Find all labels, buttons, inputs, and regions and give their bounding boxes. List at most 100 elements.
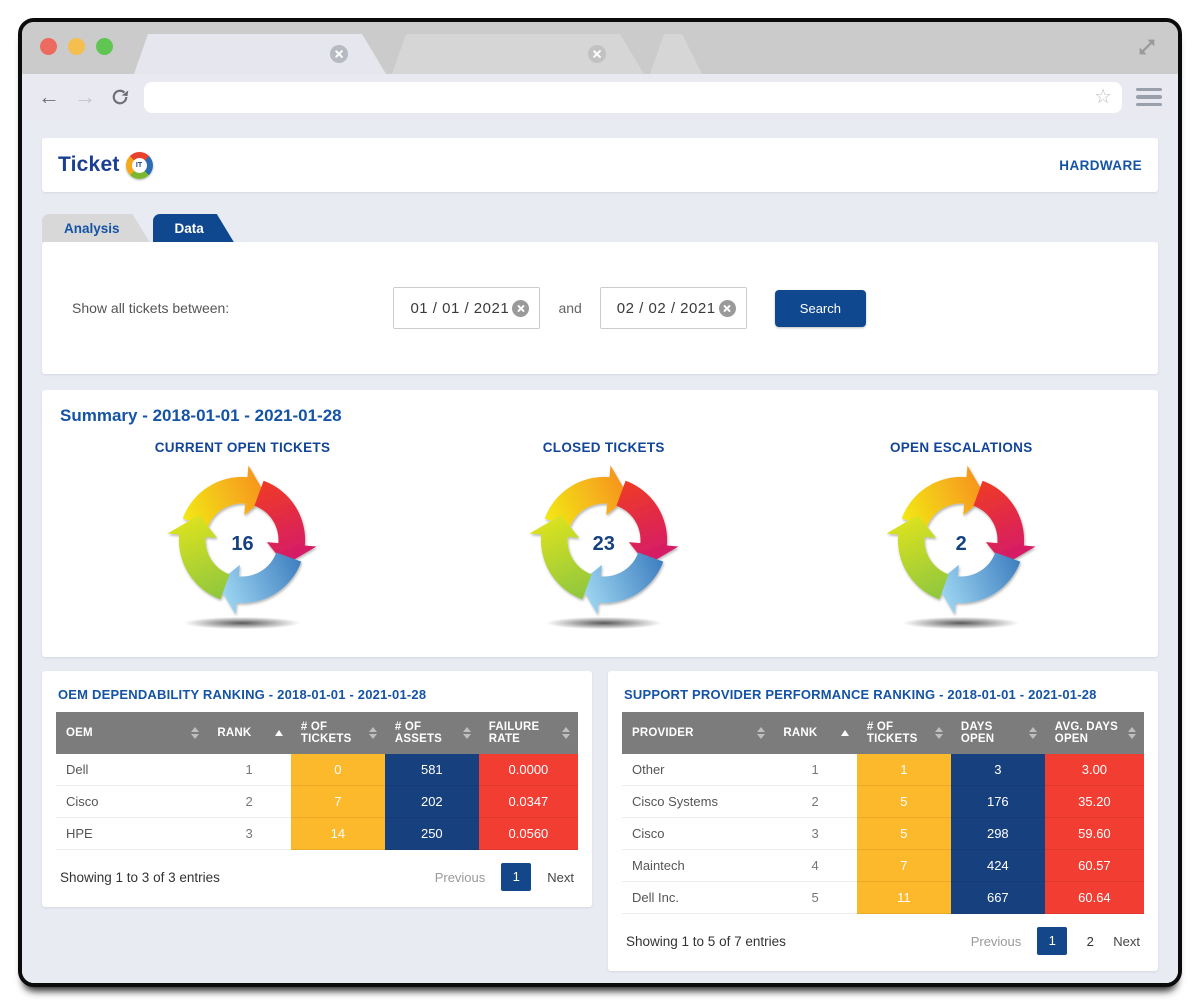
next-page-button[interactable]: Next: [547, 869, 574, 885]
expand-icon[interactable]: [1136, 36, 1158, 58]
oem-table: OEM RANK # OF TICKETS # OF ASSETS FAILUR…: [56, 712, 578, 850]
clear-date-icon[interactable]: [512, 299, 530, 317]
reload-icon[interactable]: [110, 87, 130, 107]
cell-rank: 1: [207, 754, 291, 786]
browser-tab-inactive[interactable]: [392, 34, 644, 74]
sort-icon[interactable]: [1128, 727, 1136, 739]
filter-label: Show all tickets between:: [72, 300, 230, 316]
tab-close-icon[interactable]: [330, 45, 348, 63]
table-row: HPE 3 14 250 0.0560: [56, 817, 578, 850]
sort-icon[interactable]: [368, 727, 377, 739]
search-button[interactable]: Search: [774, 289, 866, 327]
sort-icon[interactable]: [462, 727, 471, 739]
table-row: Cisco 3 5 298 59.60: [622, 817, 1144, 850]
page-1-button[interactable]: 1: [501, 863, 532, 891]
cell-assets: 250: [384, 817, 479, 850]
previous-page-button[interactable]: Previous: [434, 869, 486, 885]
filter-panel: Show all tickets between: 01 / 01 / 2021…: [42, 242, 1158, 374]
sort-icon[interactable]: [562, 727, 570, 739]
table-header-row: OEM RANK # OF TICKETS # OF ASSETS FAILUR…: [56, 712, 578, 754]
column-header-tickets[interactable]: # OF TICKETS: [856, 712, 951, 754]
summary-title: Summary - 2018-01-01 - 2021-01-28: [60, 406, 342, 425]
sort-asc-icon[interactable]: [274, 730, 283, 736]
browser-tab-active[interactable]: [134, 34, 386, 74]
column-header-failure-rate[interactable]: FAILURE RATE: [478, 712, 578, 754]
back-icon[interactable]: ←: [38, 84, 60, 109]
stat-closed-tickets: CLOSED TICKETS 23: [520, 440, 688, 633]
cell-days-open: 3: [950, 754, 1045, 786]
column-header-oem[interactable]: OEM: [56, 712, 208, 754]
cell-rank: 3: [773, 817, 857, 850]
date-to-field[interactable]: 02 / 02 / 2021: [599, 287, 747, 329]
date-range-group: 01 / 01 / 2021 and 02 / 02 / 2021 Search: [393, 287, 866, 329]
sort-icon[interactable]: [191, 727, 200, 739]
cell-avg-days-open: 60.57: [1044, 849, 1144, 882]
stat-open-escalations: OPEN ESCALATIONS 2: [877, 440, 1045, 633]
previous-page-button[interactable]: Previous: [970, 933, 1022, 949]
column-header-days-open[interactable]: DAYS OPEN: [950, 712, 1045, 754]
minimize-window-icon[interactable]: [68, 38, 85, 55]
cell-rank: 5: [773, 881, 857, 914]
app-logo[interactable]: Ticket IT: [58, 151, 153, 179]
table-row: Dell 1 0 581 0.0000: [56, 754, 578, 786]
address-bar[interactable]: ☆: [144, 81, 1122, 113]
menu-icon[interactable]: [1136, 87, 1162, 107]
date-conjunction: and: [558, 300, 582, 316]
cell-assets: 581: [384, 754, 479, 786]
table-footer: Showing 1 to 3 of 3 entries Previous 1 N…: [56, 863, 578, 891]
cell-avg-days-open: 3.00: [1044, 754, 1144, 786]
cell-tickets: 5: [856, 785, 951, 818]
bookmark-star-icon[interactable]: ☆: [1094, 86, 1112, 108]
column-header-avg-days-open[interactable]: AVG. DAYS OPEN: [1044, 712, 1144, 754]
cell-rank: 3: [207, 817, 291, 850]
sort-icon[interactable]: [934, 727, 943, 739]
cell-tickets: 7: [290, 785, 385, 818]
cell-failure-rate: 0.0000: [478, 754, 578, 786]
cell-assets: 202: [384, 785, 479, 818]
cell-failure-rate: 0.0560: [478, 817, 578, 850]
column-header-assets[interactable]: # OF ASSETS: [384, 712, 479, 754]
oem-table-panel: OEM DEPENDABILITY RANKING - 2018-01-01 -…: [42, 671, 592, 907]
clear-date-icon[interactable]: [718, 299, 736, 317]
cell-provider: Dell Inc.: [622, 881, 774, 914]
column-header-provider[interactable]: PROVIDER: [622, 712, 774, 754]
cell-rank: 2: [773, 785, 857, 818]
page-2-button[interactable]: 2: [1086, 933, 1094, 949]
logo-badge-text: IT: [131, 157, 147, 173]
cell-oem: Cisco: [56, 785, 208, 818]
page-1-button[interactable]: 1: [1037, 927, 1068, 955]
sort-asc-icon[interactable]: [840, 730, 849, 736]
next-page-button[interactable]: Next: [1113, 933, 1140, 949]
column-header-rank[interactable]: RANK: [773, 712, 857, 754]
date-from-field[interactable]: 01 / 01 / 2021: [393, 287, 541, 329]
table-footer: Showing 1 to 5 of 7 entries Previous 1 2…: [622, 927, 1144, 955]
tab-close-icon[interactable]: [588, 45, 606, 63]
page-tabs: Analysis Data: [42, 214, 1158, 242]
pagination: Previous 1 2 Next: [971, 927, 1140, 955]
cell-oem: Dell: [56, 754, 208, 786]
new-tab-stub[interactable]: [650, 34, 702, 74]
sort-icon[interactable]: [757, 727, 766, 739]
forward-icon: →: [74, 84, 96, 109]
close-window-icon[interactable]: [40, 38, 57, 55]
cell-failure-rate: 0.0347: [478, 785, 578, 818]
cell-provider: Maintech: [622, 849, 774, 882]
tab-data[interactable]: Data: [153, 214, 234, 242]
stat-current-open-tickets: CURRENT OPEN TICKETS 16: [155, 440, 331, 633]
column-header-rank[interactable]: RANK: [207, 712, 291, 754]
zoom-window-icon[interactable]: [96, 38, 113, 55]
sort-icon[interactable]: [1028, 727, 1037, 739]
cell-avg-days-open: 59.60: [1044, 817, 1144, 850]
stat-value: 23: [592, 533, 615, 555]
cell-tickets: 7: [856, 849, 951, 882]
cell-provider: Other: [622, 754, 774, 786]
column-header-tickets[interactable]: # OF TICKETS: [290, 712, 385, 754]
cell-tickets: 14: [290, 817, 385, 850]
table-row: Other 1 1 3 3.00: [622, 754, 1144, 786]
stat-label: OPEN ESCALATIONS: [889, 440, 1033, 455]
cell-avg-days-open: 60.64: [1044, 881, 1144, 914]
table-header-row: PROVIDER RANK # OF TICKETS DAYS OPEN AVG…: [622, 712, 1144, 754]
nav-item-hardware[interactable]: HARDWARE: [1059, 157, 1142, 173]
tab-analysis[interactable]: Analysis: [42, 214, 150, 242]
cell-rank: 1: [773, 754, 857, 786]
